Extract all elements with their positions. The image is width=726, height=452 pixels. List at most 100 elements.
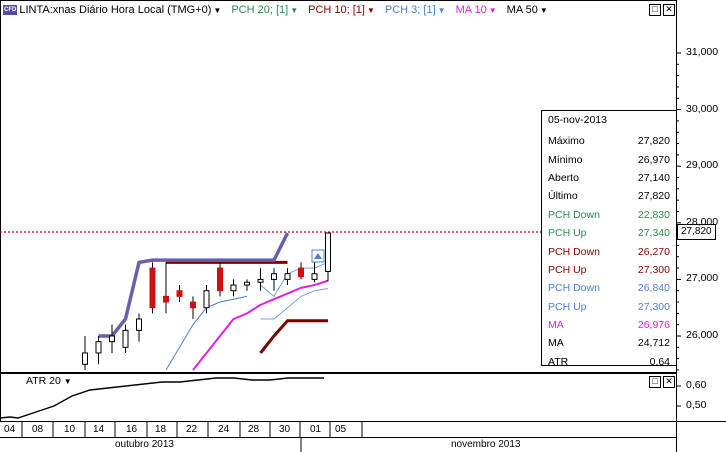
candle xyxy=(284,268,291,286)
caret-down-icon: ▼ xyxy=(437,5,446,15)
indicator-label: MA 10 xyxy=(455,4,487,16)
caret-down-icon: ▼ xyxy=(366,5,375,15)
candle-body xyxy=(257,278,264,283)
tooltip-row: PCH Up 27,300 xyxy=(542,298,676,316)
tooltip-row: PCH Down 22,830 xyxy=(542,206,676,224)
caret-down-icon: ▼ xyxy=(488,5,497,15)
candle xyxy=(190,296,196,320)
caret-down-icon: ▼ xyxy=(539,5,548,15)
candle-body xyxy=(190,301,196,309)
time-axis-label: 01 xyxy=(310,424,322,435)
indicator-lines xyxy=(98,232,329,371)
tooltip-row: PCH Down 26,840 xyxy=(542,279,676,297)
candles xyxy=(82,232,331,370)
indicator-selector[interactable]: PCH 3; [1] ▼ xyxy=(385,4,446,16)
tooltip-row-label: PCH Down xyxy=(548,208,600,221)
candle xyxy=(163,262,169,314)
indicator-selector[interactable]: PCH 20; [1] ▼ xyxy=(231,4,298,16)
candle-body xyxy=(203,290,210,309)
tooltip-row: PCH Down 26,270 xyxy=(542,242,676,260)
tooltip-row-value: 26,976 xyxy=(637,319,670,332)
atr-series xyxy=(0,377,324,419)
candle xyxy=(122,324,129,353)
price-axis-label: 28,000 xyxy=(686,215,719,228)
tooltip-row-value: 26,970 xyxy=(637,153,670,166)
indicator-selector[interactable]: MA 10 ▼ xyxy=(456,4,497,16)
candle xyxy=(298,262,304,280)
tooltip-row-label: Máximo xyxy=(548,135,585,148)
maximize-atr-button[interactable]: □ xyxy=(649,376,661,388)
atr-label: ATR 20 xyxy=(26,375,61,387)
tooltip-date: 05-nov-2013 xyxy=(548,114,607,126)
tooltip-row: Último 27,820 xyxy=(542,187,676,205)
tooltip-row-value: 27,140 xyxy=(637,171,670,184)
tooltip-row-value: 27,300 xyxy=(637,263,670,276)
indicator-label: PCH 3; [1] xyxy=(384,4,436,16)
atr-panel-border xyxy=(0,373,677,422)
tooltip-row-label: MA xyxy=(548,337,564,350)
caret-down-icon: ▼ xyxy=(63,377,72,386)
indicator-label: PCH 10; [1] xyxy=(308,4,365,16)
tooltip-row: Aberto 27,140 xyxy=(542,169,676,187)
tooltip-row-label: PCH Up xyxy=(548,227,587,240)
atr-indicator-selector[interactable]: ATR 20 ▼ xyxy=(26,375,72,387)
close-main-button[interactable]: ✕ xyxy=(663,4,675,16)
maximize-main-button[interactable]: □ xyxy=(649,4,661,16)
time-axis-label: 14 xyxy=(93,424,105,435)
candle xyxy=(95,336,102,365)
tooltip-row-value: 0,64 xyxy=(649,355,670,368)
indicator-label: PCH 20; [1] xyxy=(231,4,289,16)
indicator-selector[interactable]: PCH 10; [1] ▼ xyxy=(308,4,375,16)
tooltip-row-label: PCH Down xyxy=(548,282,600,295)
candle xyxy=(176,285,183,303)
candle-body xyxy=(271,273,277,280)
signal-marker xyxy=(311,249,325,263)
candle-body xyxy=(217,267,223,292)
candle xyxy=(311,262,318,283)
tooltip-row-value: 27,300 xyxy=(637,300,670,313)
time-axis-label: 08 xyxy=(32,424,44,435)
tooltip-row: Máximo 27,820 xyxy=(542,132,676,150)
time-axis-label: 24 xyxy=(218,424,230,435)
price-axis-label: 30,000 xyxy=(686,102,719,115)
pch20-up-line xyxy=(98,232,290,338)
price-axis-label: 27,000 xyxy=(686,272,719,285)
price-axis-label: 26,000 xyxy=(686,329,719,341)
tooltip-row: MA 26,976 xyxy=(542,316,676,334)
tooltip-row-value: 27,340 xyxy=(637,227,670,240)
time-axis-label: 28 xyxy=(248,424,260,435)
candle xyxy=(325,232,331,282)
tooltip-row-label: ATR xyxy=(548,355,569,368)
time-axis-label: 05 xyxy=(335,424,347,435)
candle-body xyxy=(311,273,318,280)
caret-down-icon: ▼ xyxy=(290,5,299,15)
candle-body xyxy=(298,267,304,278)
candle-body xyxy=(284,273,291,280)
month-label: outubro 2013 xyxy=(115,439,174,450)
candle-body xyxy=(109,335,115,343)
atr-axis-label: 0,50 xyxy=(686,399,707,411)
close-atr-button[interactable]: ✕ xyxy=(663,376,675,388)
tooltip-row-label: PCH Up xyxy=(548,300,587,313)
tooltip-row-value: 27,820 xyxy=(637,190,670,203)
data-tooltip: 05-nov-2013 Máximo 27,820 Mínimo 26,970 Aber… xyxy=(541,110,677,368)
candle-body xyxy=(122,329,129,348)
tooltip-row: PCH Up 27,300 xyxy=(542,261,676,279)
time-axis-label: 30 xyxy=(279,424,291,435)
tooltip-row: MA 24,712 xyxy=(542,334,676,352)
pch3-down-line xyxy=(260,287,329,320)
candle xyxy=(149,262,156,314)
candle xyxy=(257,268,264,291)
candle xyxy=(244,279,250,291)
instrument-label: LINTA:xnas Diário Hora Local (TMG+0) xyxy=(19,4,212,16)
instrument-selector[interactable]: LINTA:xnas Diário Hora Local (TMG+0) ▼ xyxy=(19,4,221,16)
atr-axis-label: 0,60 xyxy=(686,379,707,391)
candle-body xyxy=(325,232,331,272)
indicator-label: MA 50 xyxy=(506,4,538,16)
candle-body xyxy=(95,341,102,354)
time-axis-label: 10 xyxy=(64,424,76,435)
indicator-selector[interactable]: MA 50 ▼ xyxy=(507,4,548,16)
candle-body xyxy=(82,352,88,365)
month-label: novembro 2013 xyxy=(451,439,521,450)
